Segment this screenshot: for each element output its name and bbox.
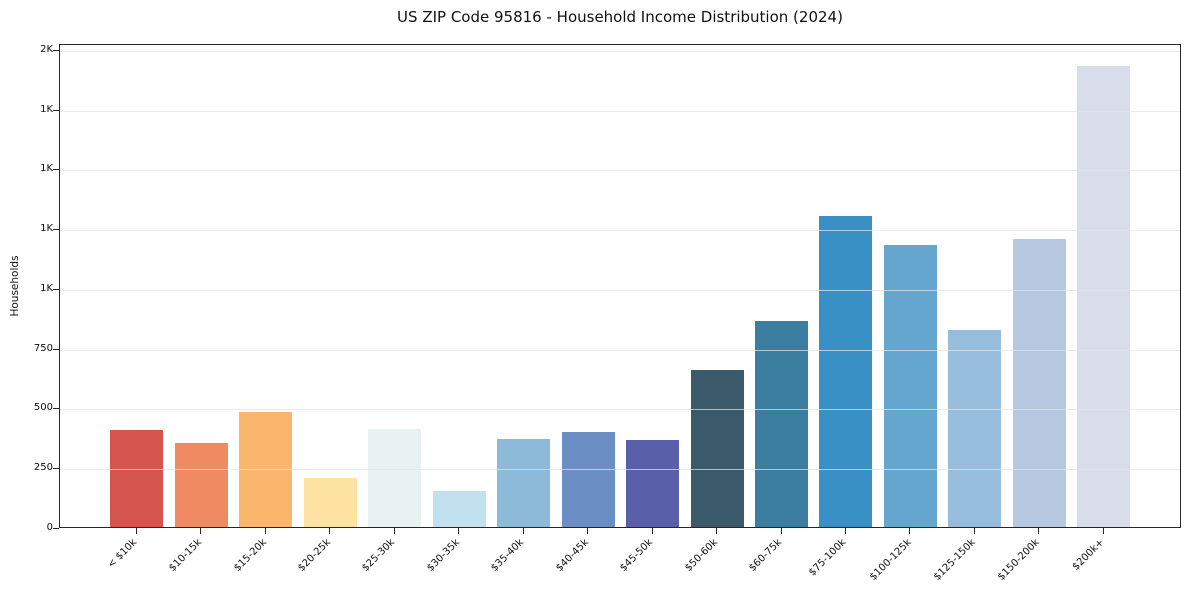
y-tick-mark <box>53 408 59 410</box>
x-tick-mark <box>587 528 589 534</box>
y-tick-label: 1K <box>40 103 53 115</box>
x-tick-mark <box>329 528 331 534</box>
x-tick-mark <box>458 528 460 534</box>
gridline-1K <box>60 110 1180 112</box>
y-tick-mark <box>53 288 59 290</box>
y-tick-label: 0 <box>46 522 53 533</box>
bar-4 <box>303 477 357 527</box>
x-tick-mark <box>522 528 524 534</box>
y-tick-mark <box>53 348 59 350</box>
bar-7 <box>497 439 551 527</box>
gridline-750 <box>60 349 1180 351</box>
y-tick-label: 1K <box>40 163 53 175</box>
x-tick-label: $75-100k <box>807 537 849 579</box>
bar-8 <box>561 432 615 527</box>
y-tick-mark <box>53 49 59 51</box>
x-tick-mark <box>780 528 782 534</box>
x-tick-label: $10-15k <box>167 537 205 574</box>
bar-9 <box>626 440 680 527</box>
gridline-1K <box>60 170 1180 172</box>
x-tick-label: $35-40k <box>489 537 527 574</box>
y-tick-mark <box>53 169 59 171</box>
gridline-250 <box>60 469 1180 471</box>
x-tick-label: $45-50k <box>618 537 656 574</box>
x-tick-label: $60-75k <box>747 537 785 574</box>
x-tick-mark <box>909 528 911 534</box>
bar-6 <box>432 491 486 527</box>
x-tick-mark <box>1102 528 1104 534</box>
x-tick-label: $30-35k <box>425 537 462 574</box>
gridline-1K <box>60 230 1180 232</box>
y-tick-label: 250 <box>33 462 53 474</box>
x-tick-label: $50-60k <box>682 537 720 574</box>
bar-10 <box>690 370 744 527</box>
x-tick-mark <box>264 528 266 534</box>
bar-12 <box>819 215 873 527</box>
x-tick-mark <box>1038 528 1040 534</box>
x-tick-mark <box>135 528 137 534</box>
bar-1 <box>110 430 164 527</box>
y-tick-label: 750 <box>33 342 53 354</box>
bar-13 <box>883 244 937 527</box>
y-tick-label: 2K <box>40 43 53 55</box>
x-tick-label: $125-150k <box>931 537 978 583</box>
bar-11 <box>755 320 808 527</box>
x-tick-mark <box>716 528 718 534</box>
x-tick-label: $20-25k <box>296 537 333 574</box>
y-tick-mark <box>53 229 59 231</box>
x-tick-mark <box>651 528 653 534</box>
x-tick-mark <box>200 528 202 534</box>
y-tick-mark <box>53 468 59 470</box>
bar-2 <box>174 442 228 527</box>
gridline-500 <box>60 409 1180 411</box>
bar-15 <box>1012 239 1066 527</box>
gridline-2K <box>60 50 1180 52</box>
bar-5 <box>368 428 422 527</box>
x-tick-label: < $10k <box>106 537 140 571</box>
x-tick-mark <box>844 528 846 534</box>
x-tick-label: $100-125k <box>867 537 914 583</box>
y-tick-mark <box>53 528 59 529</box>
y-tick-label: 1K <box>40 282 53 294</box>
x-tick-label: $15-20k <box>231 537 269 574</box>
plot-area <box>59 44 1181 528</box>
chart-title: US ZIP Code 95816 - Household Income Dis… <box>397 8 843 26</box>
x-tick-label: $25-30k <box>360 537 398 574</box>
x-tick-mark <box>393 528 395 534</box>
bar-14 <box>948 329 1002 527</box>
gridline-1K <box>60 289 1180 291</box>
y-tick-mark <box>53 109 59 111</box>
y-tick-label: 1K <box>40 223 53 235</box>
y-tick-label: 500 <box>33 402 53 414</box>
bar-16 <box>1077 66 1131 527</box>
x-tick-mark <box>973 528 975 534</box>
x-tick-label: $40-45k <box>553 537 591 574</box>
x-tick-label: $150-200k <box>996 537 1043 583</box>
x-tick-label: $200k+ <box>1070 537 1107 573</box>
